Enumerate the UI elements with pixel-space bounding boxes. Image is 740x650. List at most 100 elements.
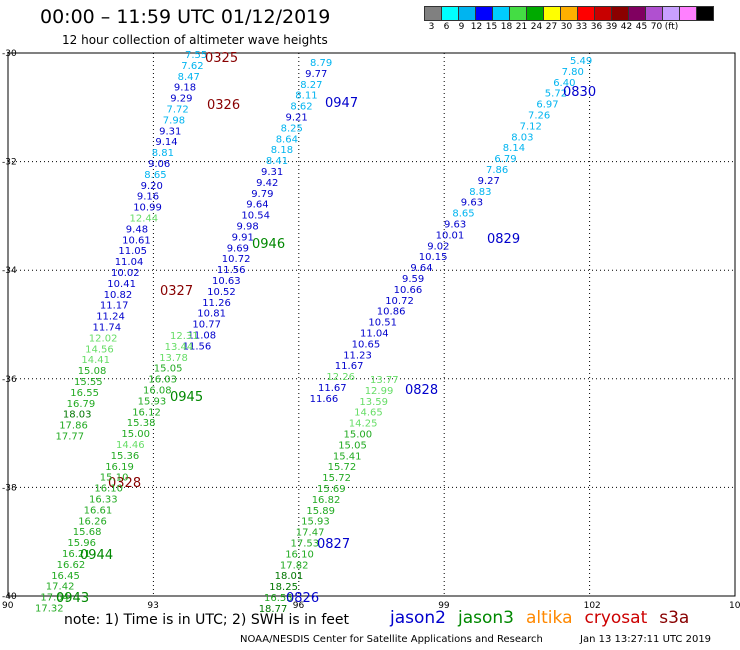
- lat-tick-label: -30: [2, 49, 17, 59]
- lon-tick-label: 90: [2, 601, 14, 611]
- pass-time-label: 0327: [160, 284, 193, 299]
- wave-height-value: 16.55: [264, 593, 293, 604]
- wave-height-value: 12.44: [130, 214, 159, 225]
- wave-height-value: 11.17: [100, 301, 129, 312]
- wave-height-value: 9.42: [256, 178, 278, 189]
- wave-height-value: 11.23: [343, 350, 372, 361]
- wave-height-value: 16.82: [312, 495, 341, 506]
- color-swatch: [696, 6, 714, 21]
- wave-height-value: 10.82: [104, 290, 133, 301]
- pass-time-label: 0328: [108, 476, 141, 491]
- wave-height-value: 14.56: [85, 344, 114, 355]
- wave-height-value: 10.65: [352, 339, 381, 350]
- wave-height-value: 14.25: [349, 419, 378, 430]
- wave-height-value: 14.65: [354, 408, 383, 419]
- wave-height-value: 15.96: [67, 538, 96, 549]
- credit-line: NOAA/NESDIS Center for Satellite Applica…: [240, 634, 543, 645]
- wave-height-value: 10.72: [222, 254, 251, 265]
- wave-height-value: 10.66: [394, 285, 423, 296]
- pass-time-label: 0829: [487, 232, 520, 247]
- pass-time-label: 0827: [317, 537, 350, 552]
- wave-height-value: 8.65: [144, 170, 166, 181]
- color-scale-label: 18: [500, 22, 513, 32]
- generated-timestamp: Jan 13 13:27:11 UTC 2019: [580, 634, 712, 645]
- wave-height-value: 9.14: [155, 137, 177, 148]
- wave-height-value: 8.27: [300, 80, 322, 91]
- wave-height-value: 10.02: [111, 268, 140, 279]
- color-scale-label: 39: [605, 22, 618, 32]
- wave-height-value: 10.99: [133, 203, 162, 214]
- color-scale-label: 27: [545, 22, 558, 32]
- pass-time-label: 0828: [405, 383, 438, 398]
- wave-height-value: 10.52: [207, 287, 236, 298]
- wave-height-value: 9.31: [159, 126, 181, 137]
- wave-height-value: 16.62: [57, 560, 86, 571]
- wave-height-value: 10.51: [368, 318, 397, 329]
- wave-height-value: 7.80: [562, 67, 584, 78]
- wave-height-value: 7.12: [520, 121, 542, 132]
- wave-height-value: 11.04: [360, 329, 389, 340]
- wave-height-value: 16.19: [105, 462, 134, 473]
- wave-height-value: 15.08: [78, 366, 107, 377]
- wave-height-value: 16.79: [67, 399, 96, 410]
- wave-height-value: 6.40: [553, 78, 575, 89]
- pass-time-label: 0826: [286, 591, 319, 606]
- wave-height-value: 11.26: [202, 298, 231, 309]
- color-scale-label: 24: [530, 22, 543, 32]
- wave-height-value: 6.97: [536, 100, 558, 111]
- wave-height-value: 9.63: [461, 198, 483, 209]
- wave-height-value: 9.64: [410, 263, 432, 274]
- wave-height-value: 9.27: [478, 176, 500, 187]
- wave-height-value: 9.21: [286, 113, 308, 124]
- wave-height-value: 10.72: [385, 296, 414, 307]
- lon-tick-label: 93: [147, 601, 158, 611]
- wave-height-value: 17.82: [280, 560, 309, 571]
- color-scale-label: 9: [458, 22, 465, 32]
- wave-height-value: 11.56: [183, 341, 212, 352]
- wave-height-value: 13.78: [159, 353, 188, 364]
- color-scale-label: 30: [560, 22, 573, 32]
- wave-height-value: 18.77: [259, 604, 288, 615]
- footnote: note: 1) Time is in UTC; 2) SWH is in fe…: [64, 612, 350, 628]
- wave-height-value: 7.72: [167, 105, 189, 116]
- wave-height-value: 12.99: [365, 386, 394, 397]
- wave-height-value: 17.53: [291, 539, 320, 550]
- wave-height-value: 9.20: [141, 181, 163, 192]
- wave-height-value: 13.44: [165, 342, 194, 353]
- wave-height-value: 15.72: [322, 473, 351, 484]
- wave-height-value: 16.33: [89, 495, 118, 506]
- wave-height-value: 11.05: [118, 246, 147, 257]
- wave-height-value: 9.31: [261, 167, 283, 178]
- wave-height-value: 9.69: [227, 243, 249, 254]
- wave-height-value: 9.79: [251, 189, 273, 200]
- wave-height-value: 10.81: [197, 309, 226, 320]
- wave-height-value: 17.77: [56, 432, 85, 443]
- wave-height-value: 8.65: [452, 209, 474, 220]
- wave-height-value: 9.91: [232, 232, 254, 243]
- wave-height-value: 10.15: [419, 252, 448, 263]
- wave-height-value: 9.48: [126, 224, 148, 235]
- wave-height-value: 17.86: [59, 421, 88, 432]
- wave-height-value: 7.98: [163, 115, 185, 126]
- wave-height-value: 8.83: [469, 187, 491, 198]
- wave-height-value: 10.63: [212, 276, 241, 287]
- lon-tick-label: 102: [584, 601, 601, 611]
- wave-height-value: 11.74: [93, 323, 122, 334]
- wave-height-value: 9.64: [246, 200, 268, 211]
- wave-height-value: 15.05: [338, 440, 367, 451]
- wave-height-value: 17.64: [40, 593, 69, 604]
- page-subtitle: 12 hour collection of altimeter wave hei…: [62, 33, 328, 47]
- wave-height-value: 8.79: [310, 58, 332, 69]
- wave-height-value: 11.66: [310, 394, 339, 405]
- wave-height-value: 8.03: [511, 132, 533, 143]
- wave-height-value: 15.89: [306, 506, 335, 517]
- color-scale-label: 33: [575, 22, 588, 32]
- wave-height-value: 14.46: [116, 440, 145, 451]
- wave-height-value: 8.64: [276, 134, 298, 145]
- wave-height-value: 8.25: [281, 123, 303, 134]
- wave-height-value: 10.77: [192, 320, 221, 331]
- wave-height-value: 15.55: [74, 377, 103, 388]
- wave-height-value: 6.79: [494, 154, 516, 165]
- wave-height-value: 9.18: [174, 83, 196, 94]
- wave-height-value: 8.47: [178, 72, 200, 83]
